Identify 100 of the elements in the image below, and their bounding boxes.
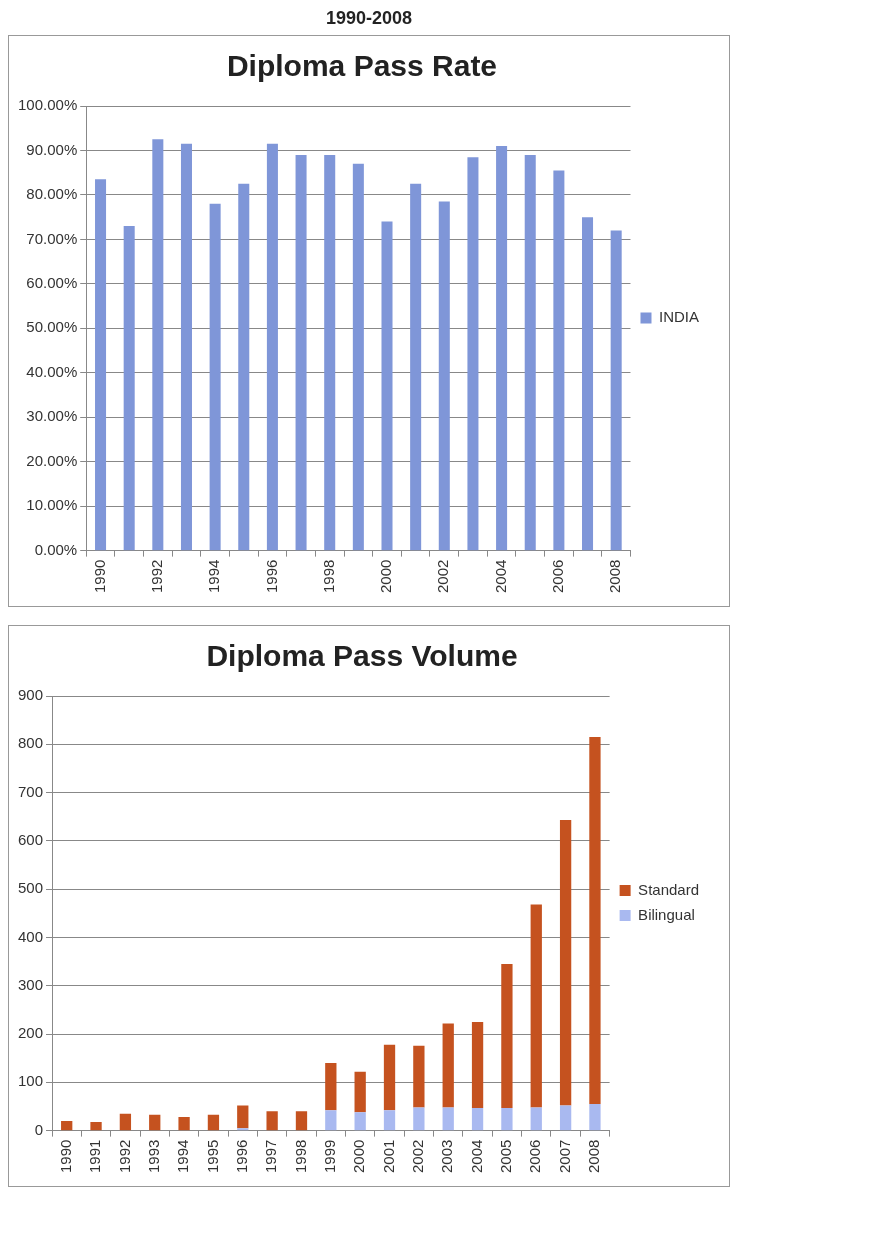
y-tick-label: 100.00% (18, 96, 78, 114)
bar (209, 203, 221, 551)
bar (383, 1110, 396, 1131)
bar (381, 221, 393, 551)
bar (149, 1114, 161, 1131)
x-tick-label: 2001 (379, 1139, 397, 1174)
x-tick-label: 2006 (549, 559, 567, 594)
chart-title: Diploma Pass Rate (226, 49, 498, 83)
bar (354, 1112, 366, 1131)
bar (352, 163, 364, 551)
bar (413, 1107, 425, 1131)
bar (589, 1104, 601, 1131)
bar (295, 154, 307, 551)
bar (559, 1105, 572, 1131)
x-tick-label: 2000 (377, 559, 395, 594)
bar (61, 1120, 73, 1131)
x-tick-label: 1997 (262, 1139, 280, 1174)
x-tick-label: 1996 (232, 1139, 250, 1174)
bar (559, 820, 572, 1106)
x-tick-label: 2008 (606, 559, 624, 594)
y-tick-label: 900 (18, 686, 44, 704)
bar (471, 1021, 484, 1108)
bar (496, 146, 508, 551)
x-tick-label: 2000 (350, 1139, 368, 1174)
x-tick-label: 1994 (205, 559, 223, 594)
y-tick-label: 30.00% (26, 407, 78, 425)
bar (207, 1114, 220, 1131)
bar (325, 1110, 337, 1131)
bar (442, 1023, 454, 1108)
bar (95, 179, 107, 551)
bar (119, 1113, 132, 1131)
bar (524, 154, 536, 551)
y-tick-label: 700 (18, 782, 44, 800)
bar (180, 143, 192, 551)
y-tick-label: 40.00% (26, 362, 78, 380)
y-tick-label: 70.00% (26, 229, 78, 247)
bar (325, 1063, 337, 1111)
y-tick-label: 10.00% (26, 496, 78, 514)
bar (324, 154, 336, 551)
bar (237, 1105, 249, 1129)
x-tick-label: 1993 (144, 1139, 162, 1174)
chart-title: Diploma Pass Volume (206, 639, 518, 673)
x-tick-label: 2003 (438, 1139, 456, 1174)
bar (178, 1117, 190, 1131)
bar (266, 143, 278, 551)
x-tick-label: 1996 (262, 559, 280, 594)
bar (467, 157, 479, 551)
x-tick-label: 2004 (491, 559, 509, 594)
y-tick-label: 600 (18, 831, 44, 849)
bar (610, 230, 622, 551)
bar (589, 737, 601, 1105)
legend-label: INDIA (659, 308, 700, 326)
x-tick-label: 2007 (555, 1139, 573, 1174)
bar (413, 1045, 425, 1108)
x-tick-label: 1998 (291, 1139, 309, 1174)
x-tick-label: 1992 (115, 1139, 133, 1174)
x-tick-label: 2002 (409, 1139, 427, 1174)
bar (238, 183, 250, 551)
y-tick-label: 500 (18, 879, 44, 897)
x-tick-label: 1992 (147, 559, 165, 594)
y-tick-label: 100 (18, 1072, 44, 1090)
y-tick-label: 0 (34, 1120, 44, 1138)
x-tick-label: 2002 (434, 559, 452, 594)
bar (90, 1121, 102, 1131)
text: 1990-2008 (324, 8, 414, 29)
y-tick-label: 80.00% (26, 185, 78, 203)
bar (123, 226, 135, 551)
x-tick-label: 1990 (56, 1139, 74, 1174)
y-tick-label: 0.00% (34, 540, 78, 558)
y-tick-label: 200 (18, 1024, 44, 1042)
y-tick-label: 800 (18, 734, 44, 752)
bar (152, 139, 164, 551)
bar (383, 1044, 396, 1111)
x-tick-label: 1995 (203, 1139, 221, 1174)
y-tick-label: 50.00% (26, 318, 78, 336)
bar (501, 1107, 513, 1131)
bar (471, 1107, 484, 1131)
x-tick-label: 1999 (320, 1139, 338, 1174)
x-tick-label: 2004 (467, 1139, 485, 1174)
x-tick-label: 1998 (319, 559, 337, 594)
legend-label: Bilingual (638, 905, 695, 923)
y-tick-label: 400 (18, 927, 44, 945)
bar (501, 964, 513, 1108)
x-tick-label: 2006 (526, 1139, 544, 1174)
x-tick-label: 2008 (585, 1139, 603, 1174)
bar (410, 183, 422, 551)
y-tick-label: 300 (18, 975, 44, 993)
bar (438, 201, 450, 551)
bar (295, 1111, 308, 1131)
y-tick-label: 90.00% (26, 140, 78, 158)
x-tick-label: 1991 (86, 1139, 104, 1174)
y-tick-label: 20.00% (26, 451, 78, 469)
bar (530, 904, 542, 1108)
bar (553, 170, 565, 551)
x-tick-label: 1994 (174, 1139, 192, 1174)
bar (354, 1071, 366, 1113)
bar (582, 217, 594, 551)
bar (530, 1107, 542, 1131)
y-tick-label: 60.00% (26, 273, 78, 291)
x-tick-label: 2005 (497, 1139, 515, 1174)
